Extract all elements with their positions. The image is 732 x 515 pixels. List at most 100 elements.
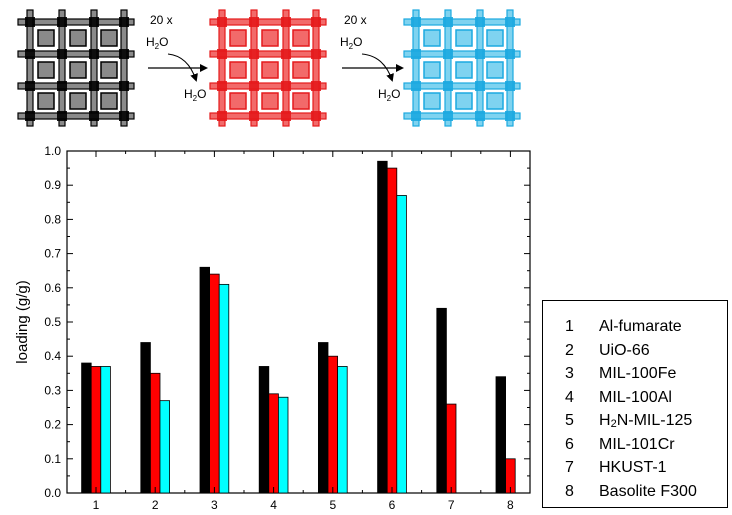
x-tick-label: 4	[270, 498, 277, 512]
legend-number: 1	[565, 318, 574, 335]
metal-node	[455, 61, 473, 79]
legend-number: 5	[565, 412, 574, 429]
legend-number: 8	[565, 482, 574, 500]
junction	[249, 111, 259, 121]
reagent-in-label: H2O	[146, 35, 168, 51]
junction	[281, 49, 291, 59]
y-tick-label: 0.3	[44, 383, 61, 397]
bar-3-series-1	[199, 266, 211, 494]
junction	[311, 49, 321, 59]
junction	[281, 17, 291, 27]
metal-node	[37, 61, 55, 79]
mof-lattice-initial	[17, 9, 135, 127]
metal-node	[423, 92, 441, 110]
linker-bar	[209, 18, 327, 26]
junction	[281, 81, 291, 91]
linker-bar	[120, 9, 128, 127]
y-tick-label: 0.7	[44, 247, 61, 261]
bar-5-series-3	[337, 366, 348, 494]
linker-bar	[17, 18, 135, 26]
linker-bar	[17, 82, 135, 90]
legend-entry: 2 UiO-66	[543, 340, 729, 362]
metal-node	[486, 92, 504, 110]
bar-1-series-1	[81, 362, 92, 494]
linker-bar	[506, 9, 514, 127]
junction	[475, 111, 485, 121]
junction	[411, 111, 421, 121]
junction	[411, 17, 421, 27]
bar-6-series-3	[396, 195, 407, 494]
junction	[119, 49, 129, 59]
curved-arrow	[167, 53, 198, 82]
linker-bar	[209, 112, 327, 120]
legend-material-name: HKUST-1	[599, 459, 667, 476]
legend-number: 4	[565, 388, 574, 406]
metal-node	[423, 61, 441, 79]
metal-node	[292, 61, 310, 79]
metal-node	[100, 92, 118, 110]
metal-node	[261, 61, 279, 79]
legend-entry: 1 Al-fumarate	[543, 316, 729, 338]
junction	[119, 111, 129, 121]
linker-bar	[403, 82, 521, 90]
y-axis-title: loading (g/g)	[14, 280, 31, 363]
legend-material-name: MIL-100Al	[599, 388, 672, 406]
x-tick-label: 3	[211, 498, 218, 512]
legend-name-suffix: N-MIL-125	[616, 412, 693, 429]
bar-2-series-2	[149, 372, 161, 494]
legend-number: 6	[565, 435, 574, 453]
junction	[25, 111, 35, 121]
cycle-step-2: 20 x H2O H2O	[340, 13, 404, 103]
linker-bar	[444, 9, 452, 127]
legend-entry: 6 MIL-101Cr	[543, 434, 729, 456]
water-loading-bar-chart: 0.0 0.1 0.2 0.3 0.4 0.5 0.6 0.7 0.8 0.9 1.0 1 2 3 4 5 6…	[14, 144, 531, 512]
bar-7-series-1	[436, 307, 447, 494]
metal-node	[229, 92, 247, 110]
metal-node	[261, 92, 279, 110]
junction	[505, 81, 515, 91]
junction	[443, 81, 453, 91]
y-tick-label: 0.9	[44, 178, 61, 192]
legend-number: 3	[565, 365, 574, 382]
linker-bar	[476, 9, 484, 127]
junction	[89, 81, 99, 91]
legend-entry: 4 MIL-100Al	[543, 387, 729, 409]
junction	[217, 111, 227, 121]
cycle-count-label: 20 x	[344, 13, 367, 27]
bar-3-series-2	[209, 273, 220, 494]
legend-material-name: MIL-101Cr	[599, 435, 675, 453]
linker-bar	[209, 50, 327, 58]
x-tick-label: 1	[93, 498, 100, 512]
junction	[25, 81, 35, 91]
metal-node	[455, 29, 473, 47]
junction	[249, 17, 259, 27]
metal-node	[100, 29, 118, 47]
junction	[311, 17, 321, 27]
bar-7-series-2	[445, 403, 457, 494]
curved-arrow	[361, 53, 394, 82]
linker-bar	[412, 9, 420, 127]
junction	[311, 81, 321, 91]
y-tick-label: 0.1	[44, 452, 61, 466]
metal-node	[229, 29, 247, 47]
bar-4-series-3	[277, 396, 289, 494]
reagent-out-label: H2O	[378, 87, 400, 103]
bar-6-series-1	[377, 160, 388, 494]
junction	[249, 49, 259, 59]
x-axis: 1 2 3 4 5 6 7 8	[93, 151, 514, 512]
bar-2-series-3	[159, 400, 171, 494]
linker-bar	[282, 9, 290, 127]
y-tick-label: 0.0	[44, 486, 61, 500]
metal-node	[69, 29, 87, 47]
junction	[505, 17, 515, 27]
linker-bar	[403, 50, 521, 58]
junction	[217, 49, 227, 59]
junction	[57, 17, 67, 27]
bars	[81, 160, 516, 494]
y-axis: 0.0 0.1 0.2 0.3 0.4 0.5 0.6 0.7 0.8 0.9 1.0	[44, 144, 530, 500]
metal-node	[100, 61, 118, 79]
x-tick-label: 2	[152, 498, 159, 512]
bar-1-series-3	[100, 366, 111, 494]
junction	[89, 111, 99, 121]
junction	[311, 111, 321, 121]
